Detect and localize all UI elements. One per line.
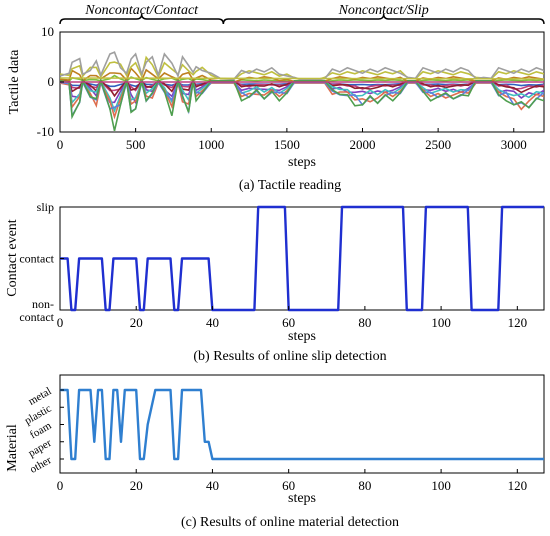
x-tick-label: 2500 — [425, 137, 451, 152]
detection-series-line — [60, 205, 544, 312]
x-tick-label: 60 — [282, 478, 295, 493]
x-tick-label: 1500 — [274, 137, 300, 152]
y-tick-label: non-contact — [19, 297, 54, 324]
phase-brace — [222, 13, 545, 25]
caption-a: (a) Tactile reading — [239, 178, 341, 193]
y-axis-label-b: Contact event — [5, 219, 20, 296]
panel-slip-detection: 0 20 40 60 80 100 120 non-contact contact slip C… — [5, 200, 545, 364]
x-tick-label: 100 — [431, 478, 451, 493]
baseline-series-line — [60, 77, 544, 80]
tactile-series-line — [60, 77, 544, 131]
y-tick-label: slip — [37, 200, 54, 214]
x-axis-label-a: steps — [288, 155, 316, 170]
x-tick-label: 120 — [508, 315, 528, 330]
x-tick-label: 2000 — [350, 137, 376, 152]
x-tick-label: 0 — [57, 478, 64, 493]
caption-b: (b) Results of online slip detection — [193, 349, 386, 364]
y-tick-label: contact — [19, 252, 54, 266]
tactile-series-line — [60, 66, 544, 84]
material-plot-area — [60, 388, 544, 461]
phase-label: Noncontact/Slip — [338, 3, 429, 18]
y-tick-label: metal — [26, 385, 53, 408]
phase-label: Noncontact/Contact — [84, 3, 199, 18]
x-tick-label: 60 — [282, 315, 295, 330]
y-tick-label: 10 — [41, 24, 54, 39]
tactile-plot-area — [60, 51, 544, 131]
x-tick-label: 120 — [508, 478, 528, 493]
tactile-series-line — [60, 55, 544, 81]
x-tick-label: 1000 — [198, 137, 224, 152]
x-tick-label: 0 — [57, 315, 64, 330]
caption-c: (c) Results of online material detection — [181, 515, 399, 530]
x-tick-label: 20 — [130, 478, 143, 493]
x-tick-label: 0 — [57, 137, 64, 152]
panel-tactile-reading: Noncontact/Contact Noncontact/Slip 0 500 10… — [7, 3, 545, 193]
x-tick-label: 100 — [431, 315, 451, 330]
x-tick-label: 80 — [358, 315, 371, 330]
panel-material-detection: 0 20 40 60 80 100 120 otherpaperfoamplasticmet… — [5, 374, 545, 530]
x-ticks-b: 0 20 40 60 80 100 120 — [57, 306, 527, 330]
x-ticks-c: 0 20 40 60 80 100 120 — [57, 469, 527, 493]
phase-brace — [59, 13, 225, 25]
y-axis-label-a: Tactile data — [7, 49, 22, 114]
tactile-series-line — [60, 74, 544, 83]
x-tick-label: 500 — [126, 137, 146, 152]
x-tick-label: 80 — [358, 478, 371, 493]
x-axis-label-c: steps — [288, 491, 316, 506]
detection-series-line — [60, 388, 544, 461]
x-tick-label: 3000 — [501, 137, 527, 152]
y-ticks-a: -10 0 10 — [37, 24, 64, 139]
x-tick-label: 20 — [130, 315, 143, 330]
tactile-series-line — [60, 51, 544, 81]
slip-plot-area — [60, 205, 544, 312]
phase-annotations: Noncontact/Contact Noncontact/Slip — [59, 3, 545, 25]
y-tick-label: paper — [26, 437, 53, 460]
tactile-series-line — [60, 78, 544, 98]
y-tick-label: -10 — [37, 124, 54, 139]
x-tick-label: 40 — [206, 315, 219, 330]
y-ticks-b: non-contact contact slip — [19, 200, 64, 324]
x-ticks-a: 0 500 1000 1500 2000 2500 3000 — [57, 128, 527, 152]
x-tick-label: 40 — [206, 478, 219, 493]
x-axis-label-b: steps — [288, 329, 316, 344]
y-axis-label-c: Material — [5, 424, 20, 472]
y-tick-label: 0 — [48, 74, 55, 89]
